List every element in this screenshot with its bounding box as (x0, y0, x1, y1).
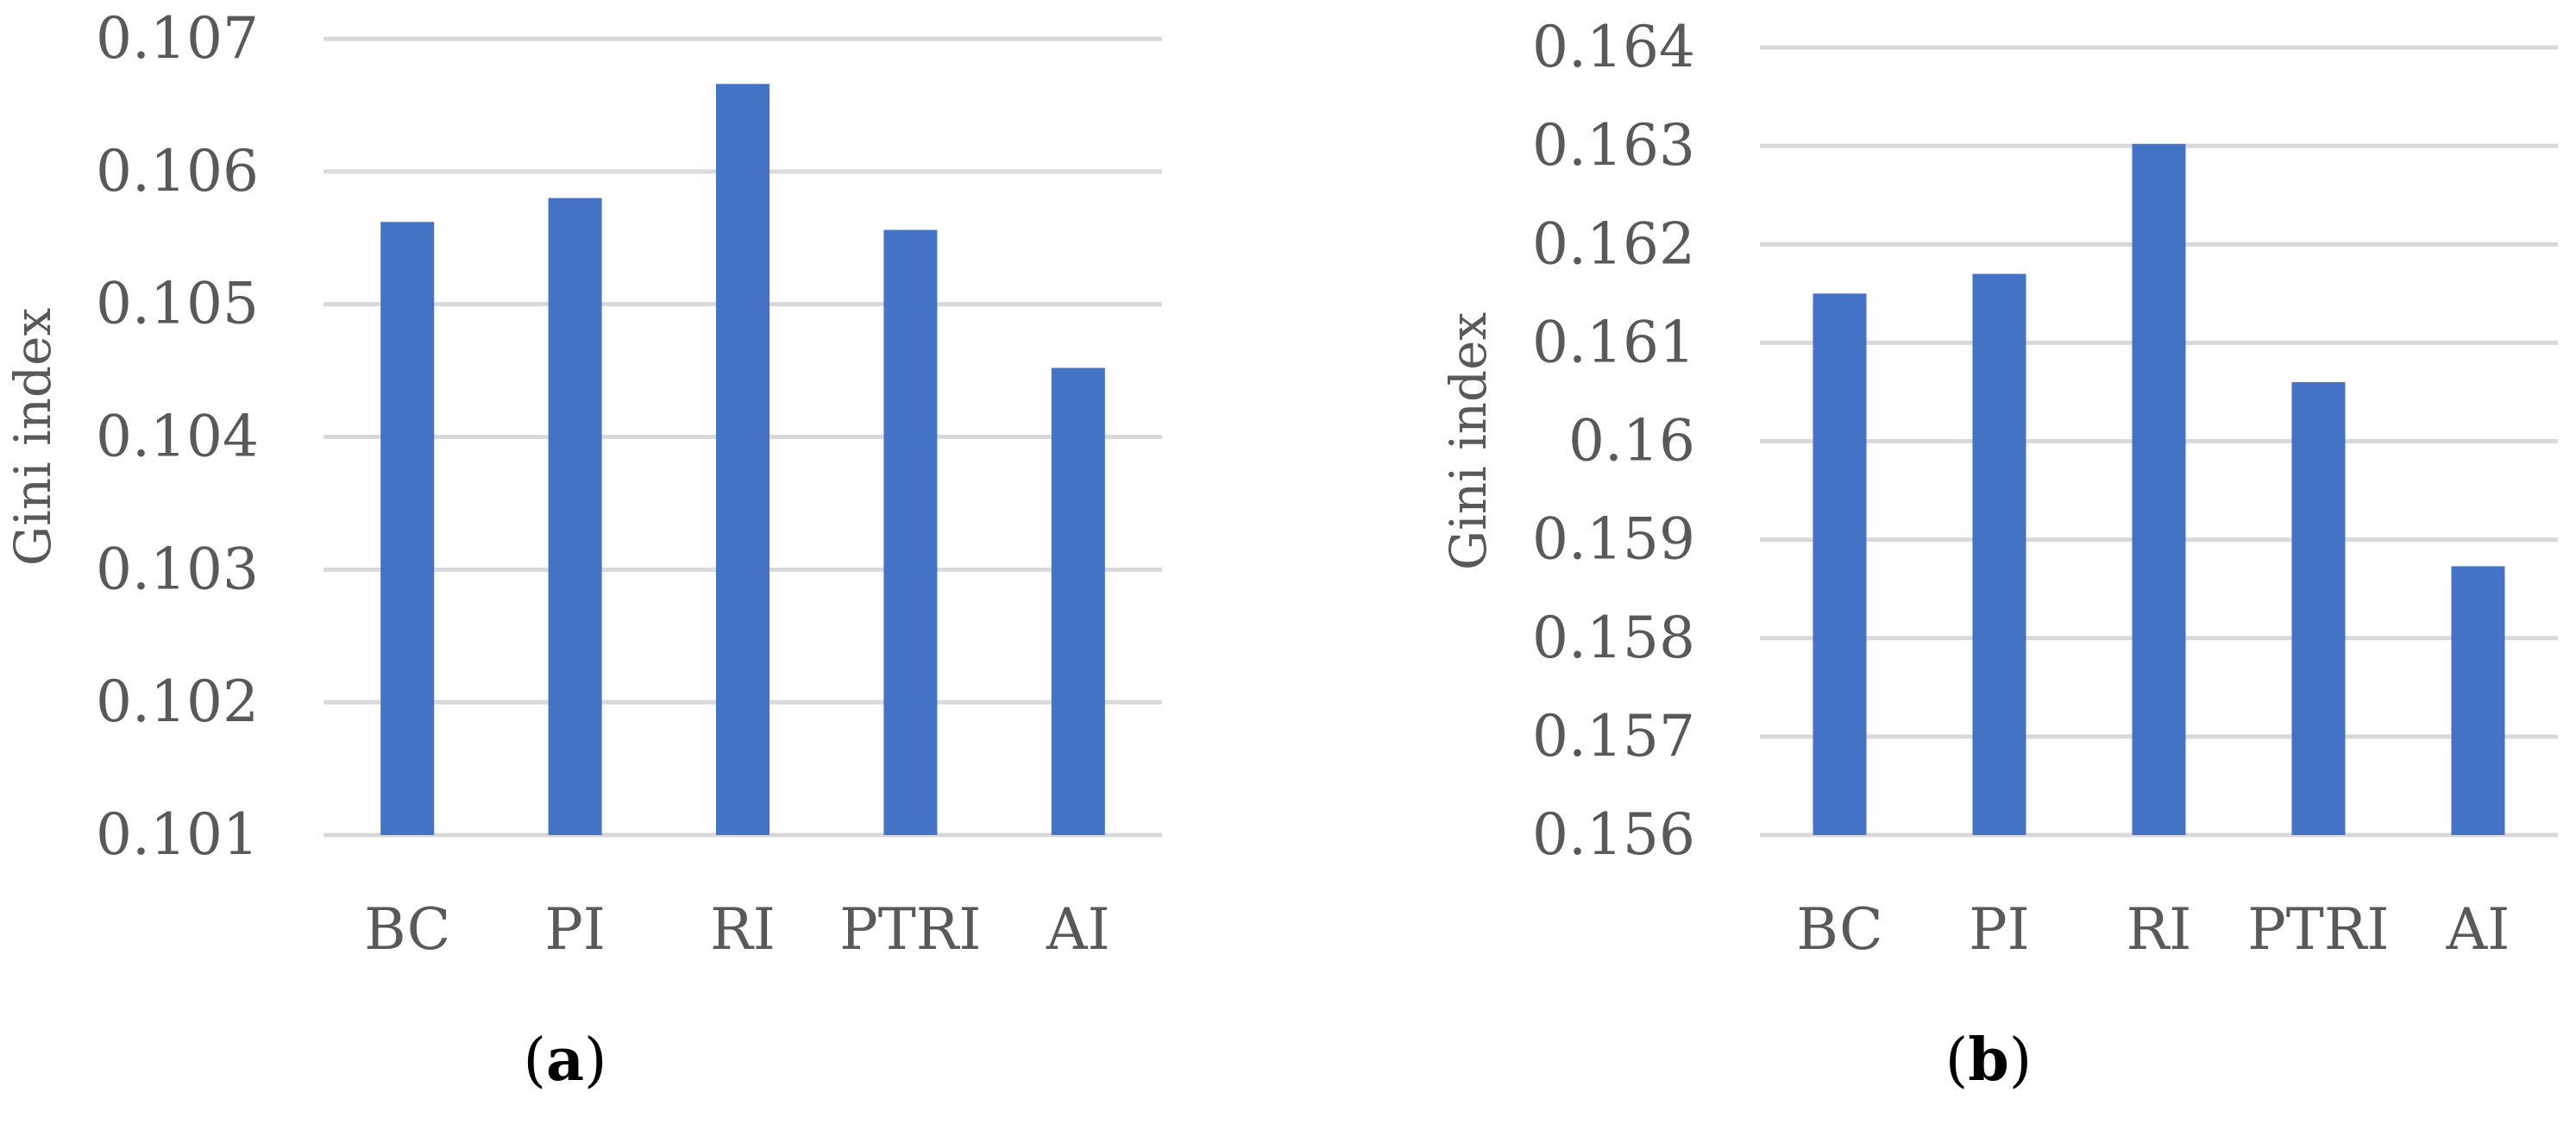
x-category-label: BC (364, 896, 450, 963)
panel-letter: a (546, 1026, 584, 1095)
bar-ptri (883, 229, 938, 835)
bar-ai (1051, 367, 1105, 835)
chart-panel-a: 0.101 0.102 0.103 0.104 0.105 0.106 0.107 BC PI R… (3, 5, 1162, 1095)
y-axis-title: Gini index (3, 308, 62, 566)
bar-pi (548, 198, 602, 836)
y-tick-label: 0.162 (1532, 210, 1695, 277)
y-tick-label: 0.161 (1532, 309, 1695, 375)
x-category-label: AI (2446, 896, 2510, 963)
bar-bc (380, 222, 435, 835)
y-tick-label: 0.101 (96, 801, 259, 868)
x-category-label: PI (1969, 896, 2029, 963)
y-axis-title: Gini index (1439, 312, 1498, 570)
x-category-label: RI (2127, 896, 2192, 963)
bar-ai (2451, 566, 2505, 835)
y-tick-label: 0.159 (1532, 506, 1695, 573)
x-category-label: PTRI (839, 896, 981, 963)
y-tick-label: 0.164 (1532, 14, 1695, 80)
bar-pi (1972, 273, 2026, 835)
x-category-label: AI (1046, 896, 1110, 963)
y-tick-label: 0.102 (96, 669, 259, 735)
y-tick-label: 0.158 (1532, 605, 1695, 671)
y-tick-label: 0.104 (96, 404, 259, 470)
chart-panel-b: 0.156 0.157 0.158 0.159 0.16 0.161 0.162 0.163 0… (1439, 14, 2558, 1095)
bar-ri (2132, 143, 2186, 835)
panel-paren-close: ) (2009, 1027, 2033, 1095)
x-category-label: PI (544, 896, 605, 963)
panel-paren-close: ) (584, 1027, 607, 1095)
y-tick-label: 0.103 (96, 536, 259, 602)
y-tick-label: 0.107 (96, 5, 259, 72)
x-category-label: BC (1796, 896, 1882, 963)
x-category-label: RI (710, 896, 776, 963)
panel-letter: b (1968, 1026, 2009, 1095)
panel-paren-open: ( (523, 1027, 546, 1095)
bar-ri (716, 84, 770, 835)
y-tick-label: 0.156 (1532, 801, 1695, 868)
panel-label: (a) (523, 1026, 606, 1095)
y-tick-label: 0.106 (96, 138, 259, 204)
y-tick-label: 0.16 (1568, 408, 1695, 474)
y-tick-label: 0.157 (1532, 703, 1695, 769)
panel-label: (b) (1945, 1026, 2033, 1095)
bar-ptri (2291, 382, 2346, 835)
panel-paren-open: ( (1945, 1027, 1969, 1095)
x-category-label: PTRI (2247, 896, 2389, 963)
y-tick-label: 0.105 (96, 271, 259, 337)
y-tick-label: 0.163 (1532, 112, 1695, 179)
bar-bc (1813, 293, 1867, 835)
